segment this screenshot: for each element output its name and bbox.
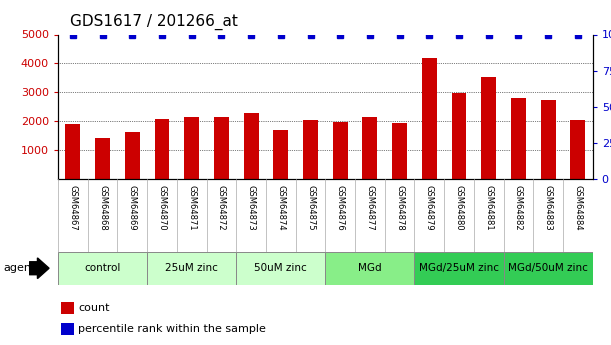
Text: GSM64872: GSM64872 xyxy=(217,185,226,231)
Bar xyxy=(65,124,80,179)
Text: GSM64867: GSM64867 xyxy=(68,185,78,231)
Bar xyxy=(503,252,593,285)
Text: GSM64880: GSM64880 xyxy=(455,185,464,231)
Text: GSM64871: GSM64871 xyxy=(187,185,196,231)
Bar xyxy=(511,98,526,179)
FancyArrow shape xyxy=(29,258,49,279)
Bar xyxy=(147,252,236,285)
Bar xyxy=(541,100,555,179)
Bar xyxy=(155,119,169,179)
Bar xyxy=(95,138,110,179)
Text: MGd/25uM zinc: MGd/25uM zinc xyxy=(419,263,499,273)
Text: GSM64876: GSM64876 xyxy=(335,185,345,231)
Text: GSM64869: GSM64869 xyxy=(128,185,137,231)
Text: GSM64875: GSM64875 xyxy=(306,185,315,231)
Text: percentile rank within the sample: percentile rank within the sample xyxy=(78,324,266,334)
Text: GSM64883: GSM64883 xyxy=(544,185,552,231)
Text: GSM64884: GSM64884 xyxy=(573,185,582,231)
Bar xyxy=(303,120,318,179)
Text: GSM64881: GSM64881 xyxy=(484,185,493,231)
Text: GSM64878: GSM64878 xyxy=(395,185,404,231)
Text: 50uM zinc: 50uM zinc xyxy=(254,263,307,273)
Bar xyxy=(214,117,229,179)
Bar xyxy=(58,252,147,285)
Bar xyxy=(236,252,325,285)
Text: GSM64877: GSM64877 xyxy=(365,185,375,231)
Text: GDS1617 / 201266_at: GDS1617 / 201266_at xyxy=(70,14,238,30)
Bar xyxy=(481,77,496,179)
Bar xyxy=(125,132,140,179)
Text: GSM64870: GSM64870 xyxy=(158,185,167,231)
Bar xyxy=(414,252,503,285)
Bar xyxy=(244,113,258,179)
Bar xyxy=(273,130,288,179)
Bar xyxy=(60,323,74,335)
Bar xyxy=(452,93,466,179)
Bar xyxy=(60,303,74,314)
Text: count: count xyxy=(78,303,110,313)
Text: GSM64868: GSM64868 xyxy=(98,185,107,231)
Bar xyxy=(422,58,437,179)
Text: MGd: MGd xyxy=(358,263,382,273)
Text: MGd/50uM zinc: MGd/50uM zinc xyxy=(508,263,588,273)
Text: control: control xyxy=(84,263,121,273)
Text: GSM64879: GSM64879 xyxy=(425,185,434,231)
Bar xyxy=(392,122,407,179)
Bar xyxy=(571,120,585,179)
Bar xyxy=(185,117,199,179)
Bar xyxy=(362,117,378,179)
Text: GSM64873: GSM64873 xyxy=(247,185,255,231)
Text: GSM64874: GSM64874 xyxy=(276,185,285,231)
Text: 25uM zinc: 25uM zinc xyxy=(165,263,218,273)
Bar xyxy=(325,252,414,285)
Text: agent: agent xyxy=(3,263,35,273)
Bar xyxy=(333,122,348,179)
Text: GSM64882: GSM64882 xyxy=(514,185,523,231)
